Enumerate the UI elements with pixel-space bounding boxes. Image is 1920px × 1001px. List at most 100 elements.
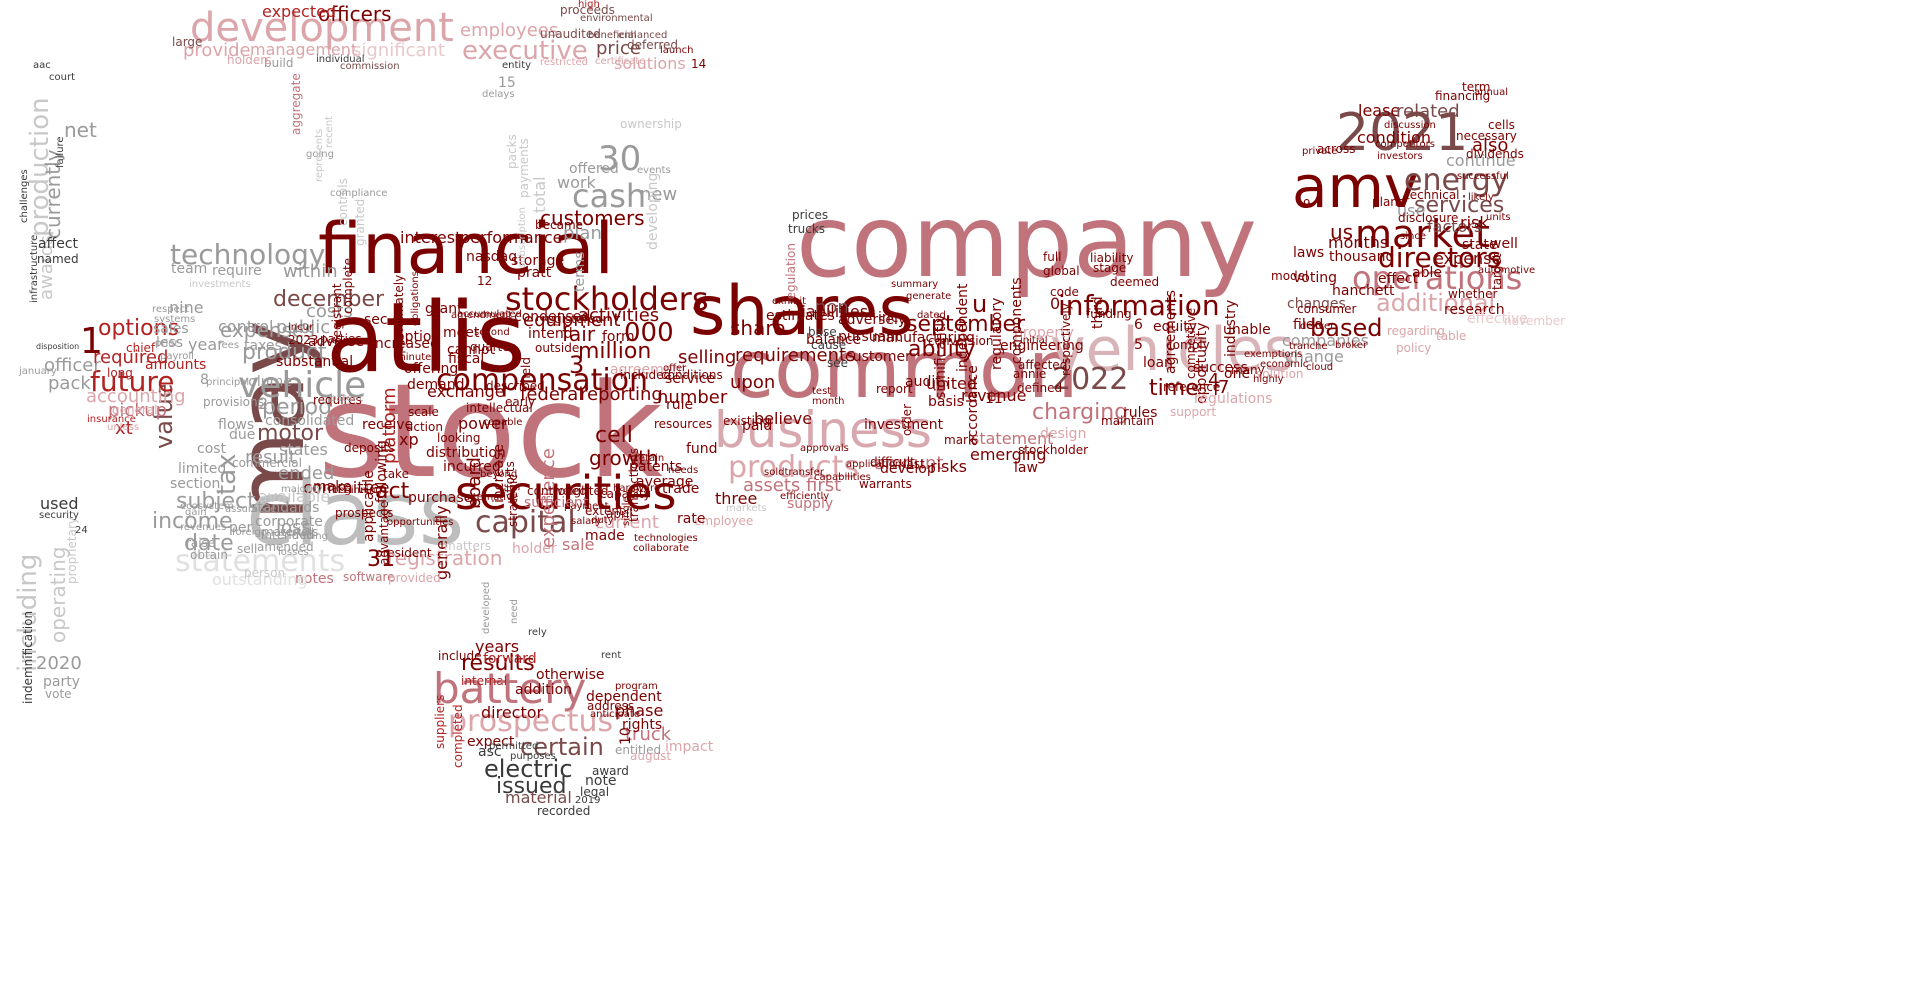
word-equity: equity: [1153, 319, 1198, 335]
word-deemed: deemed: [1110, 275, 1160, 289]
word-approvals: approvals: [800, 443, 849, 454]
word-november: november: [1504, 314, 1566, 328]
word-vote: vote: [45, 687, 72, 701]
word-interest: interest: [400, 228, 462, 247]
word-loan: loan: [1143, 355, 1173, 371]
word-2022: 2022: [1052, 362, 1129, 397]
word-unable: unable: [1223, 322, 1271, 338]
word-significantly: significantly: [933, 314, 949, 399]
word-success: success: [1193, 360, 1248, 376]
word-payment: payment: [564, 501, 609, 512]
word-issued: issued: [496, 774, 567, 799]
word-tranche: tranche: [1289, 341, 1328, 352]
word-increased: increased: [371, 336, 439, 352]
word-need: need: [509, 599, 520, 624]
word-capacity: capacity: [600, 487, 651, 501]
word-global: global: [1043, 264, 1080, 278]
word-companies: companies: [1282, 331, 1369, 350]
word-unless: unless: [107, 422, 140, 433]
word-voting: voting: [1293, 270, 1337, 286]
word-filed: filed: [1293, 317, 1324, 333]
word-internal: internal: [461, 674, 508, 688]
word-retain: retain: [635, 453, 665, 464]
word-information: information: [1058, 289, 1220, 322]
word-requirements: requirements: [735, 345, 856, 366]
word-last: last: [903, 457, 925, 471]
word-power: power: [458, 414, 508, 433]
word-rights: rights: [622, 717, 663, 733]
word-exchange: exchange: [427, 382, 505, 401]
word-warrants: warrants: [859, 477, 912, 491]
word-january: january: [19, 366, 57, 377]
word-audit: audit: [905, 374, 941, 390]
word-employee: employee: [694, 514, 754, 528]
word-fund: fund: [686, 441, 718, 457]
word-environmental: environmental: [580, 13, 653, 24]
word-distribution: distribution: [426, 445, 506, 461]
word-large: large: [172, 35, 203, 49]
word-fees: fees: [218, 340, 240, 351]
word-federal: federal: [520, 384, 584, 405]
word-officers: officers: [318, 2, 392, 26]
word-11: 11: [985, 391, 1003, 407]
word-party: party: [43, 674, 80, 690]
word-equipment: equipment: [523, 310, 621, 331]
word-available: available: [258, 487, 331, 506]
word-consumer: consumer: [1297, 302, 1357, 316]
word-early: early: [505, 395, 536, 409]
word-2021: 2021: [1336, 103, 1469, 163]
word-nine: nine: [169, 298, 204, 317]
word-2020: 2020: [36, 653, 82, 674]
word-year: year: [188, 335, 224, 354]
word-us: us: [1330, 220, 1354, 244]
word-assets: assets: [743, 475, 801, 496]
word-adverse: adverse: [308, 334, 365, 350]
word-cloud: cloud: [1306, 362, 1334, 373]
word-expect: expect: [467, 734, 515, 750]
word-result: result: [245, 447, 296, 468]
word-whether: whether: [1448, 287, 1498, 301]
word-prospectus: prospectus: [448, 704, 614, 739]
word-base: base: [808, 325, 837, 339]
word-required: required: [93, 347, 169, 368]
word-annie: annie: [1013, 367, 1047, 381]
word-plans: plans: [1372, 195, 1405, 209]
word-alternative: alternative: [464, 492, 519, 503]
word-vehicles: vehicles: [1050, 315, 1295, 385]
word-since: since: [1400, 231, 1426, 242]
word-program: program: [615, 681, 658, 692]
word-corporate: corporate: [255, 514, 323, 530]
word-united: united: [926, 374, 977, 393]
word-thousand: thousand: [1329, 249, 1395, 265]
word-maintain: maintain: [1101, 414, 1154, 428]
word-financial: financial: [318, 208, 614, 290]
word-rely: rely: [528, 627, 547, 638]
word-work: work: [557, 173, 596, 192]
word-collaborate: collaborate: [633, 543, 690, 554]
word-sales: sales: [153, 321, 189, 337]
word-less: less: [156, 335, 184, 351]
word-obtain: obtain: [190, 548, 228, 562]
word-successful: successful: [1457, 171, 1509, 182]
word-patent: patent: [330, 393, 363, 404]
word-basis: basis: [928, 394, 964, 410]
word-expenses: expenses: [220, 318, 315, 342]
word-purposes: purposes: [510, 751, 556, 762]
word-statements: statements: [175, 544, 346, 579]
word-enhanced: enhanced: [618, 30, 668, 41]
word-compensation: compensation: [436, 363, 649, 398]
word-3: 3: [569, 351, 585, 379]
word-indemnification: indemnification: [21, 610, 35, 704]
word-charging: charging: [1032, 400, 1129, 425]
word-automotive: automotive: [1478, 265, 1536, 276]
word-believe: believe: [754, 409, 813, 428]
word-2023: 2023: [288, 333, 319, 347]
word-risks: risks: [930, 457, 967, 476]
word-pratt: pratt: [517, 265, 552, 281]
word-investment: investment: [864, 417, 944, 433]
word-ii: ii: [990, 389, 997, 403]
word-sec: sec: [364, 312, 388, 328]
word-ended: ended: [278, 463, 335, 484]
word-registered: registered: [542, 312, 604, 326]
word-customer: customer: [845, 349, 911, 365]
